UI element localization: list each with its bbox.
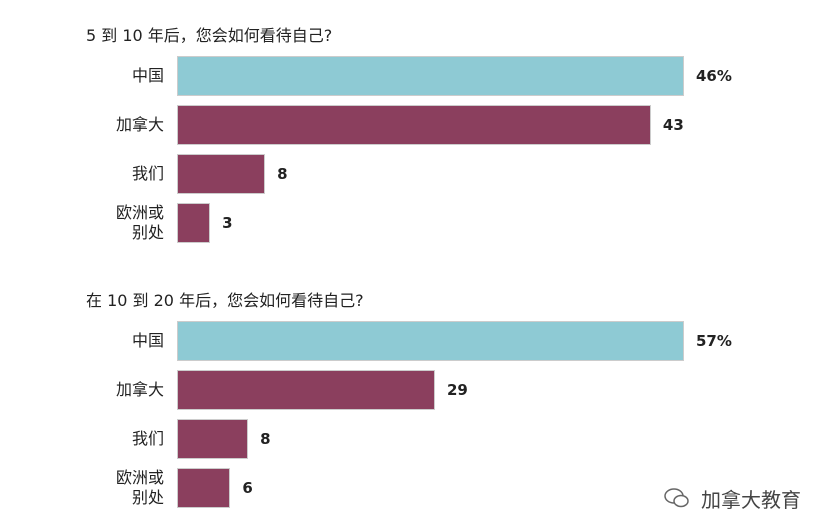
watermark: 加拿大教育 — [701, 488, 801, 512]
category-label: 加拿大 — [115, 380, 164, 399]
category-label: 我们 — [131, 164, 164, 183]
value-label: 46% — [696, 67, 732, 85]
bar — [177, 419, 249, 459]
value-label: 57% — [696, 332, 732, 350]
value-label: 8 — [260, 430, 271, 448]
category-label: 中国 — [131, 331, 164, 350]
bar — [177, 56, 684, 96]
chart-title: 5 到 10 年后，您会如何看待自己? — [86, 26, 333, 45]
value-label: 43 — [662, 116, 684, 134]
chart-title: 在 10 到 20 年后，您会如何看待自己? — [86, 291, 364, 310]
category-label: 欧洲或别处 — [115, 203, 164, 242]
value-label: 6 — [242, 479, 253, 497]
bar — [177, 154, 266, 194]
bar — [177, 370, 435, 410]
bar — [177, 105, 651, 145]
category-label: 我们 — [131, 429, 164, 448]
category-label: 加拿大 — [115, 115, 164, 134]
value-label: 8 — [277, 165, 288, 183]
category-label: 中国 — [131, 66, 164, 85]
bar — [177, 468, 231, 508]
bar — [177, 321, 684, 361]
wechat-icon — [664, 488, 689, 508]
value-label: 3 — [222, 214, 233, 232]
bar — [177, 203, 211, 243]
category-label: 欧洲或别处 — [115, 468, 164, 507]
value-label: 29 — [446, 381, 468, 399]
